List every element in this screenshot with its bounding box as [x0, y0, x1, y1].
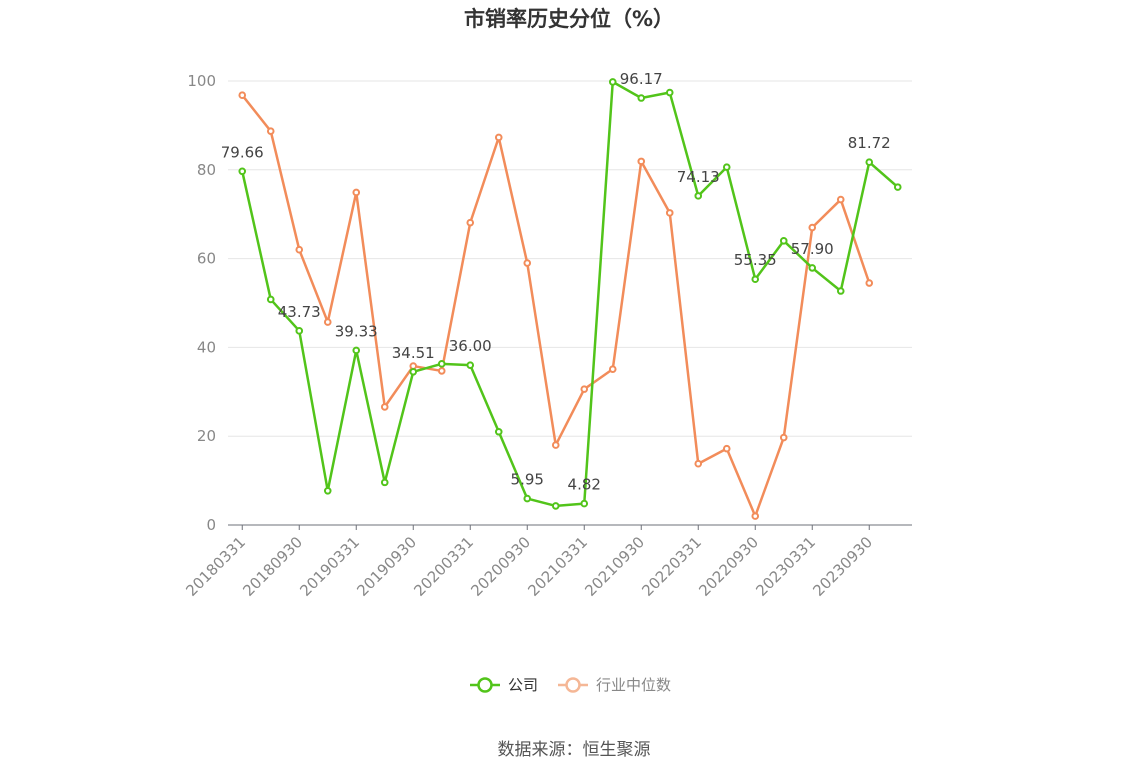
- legend-marker: [477, 677, 493, 693]
- data-point: [637, 94, 646, 102]
- data-label: 96.17: [620, 70, 663, 88]
- data-label: 74.13: [677, 168, 720, 186]
- x-tick-label: 20220930: [695, 533, 762, 600]
- x-tick-label: 20190930: [353, 533, 420, 600]
- x-tick-label: 20210331: [524, 533, 591, 600]
- data-point: [466, 361, 475, 369]
- data-point: [523, 494, 532, 503]
- data-label: 57.90: [791, 240, 834, 258]
- data-label: 34.51: [392, 344, 435, 362]
- data-point: [836, 195, 845, 204]
- data-point: [323, 318, 332, 326]
- data-label: 5.95: [511, 471, 544, 489]
- x-tick-label: 20190331: [296, 533, 363, 600]
- data-point: [580, 385, 589, 393]
- data-point: [779, 433, 788, 442]
- data-point: [637, 157, 646, 166]
- y-tick-label: 80: [197, 161, 216, 179]
- data-point: [779, 237, 788, 245]
- data-point: [665, 88, 674, 97]
- data-point: [323, 487, 332, 495]
- axis-layer: 0 20 40 60 80 100 2018033120180930201903312019…: [182, 72, 912, 600]
- data-point: [352, 188, 361, 197]
- y-tick-label: 20: [197, 427, 216, 445]
- data-point: [437, 367, 446, 375]
- series-line-0: [241, 80, 899, 508]
- data-label: 39.33: [335, 322, 378, 340]
- x-tick-label: 20200930: [467, 533, 534, 600]
- y-tick-label: 100: [187, 72, 216, 90]
- data-point: [865, 158, 874, 166]
- data-label-layer: 79.66 43.73 39.33 34.51 36.00 5.95 4.82 96.17 74…: [221, 70, 891, 494]
- data-point: [836, 287, 845, 295]
- chart-title: 市销率历史分位（%）: [464, 7, 674, 31]
- data-source-note: 数据来源：恒生聚源: [498, 740, 651, 760]
- data-point: [694, 192, 703, 200]
- data-point: [238, 91, 247, 100]
- data-point: [523, 259, 532, 267]
- data-point: [266, 127, 275, 135]
- data-point: [694, 459, 703, 468]
- data-point: [266, 295, 275, 304]
- legend[interactable]: 公司 行业中位数: [470, 676, 671, 694]
- legend-item-0[interactable]: 公司: [470, 676, 538, 694]
- data-point: [295, 327, 304, 335]
- legend-label: 公司: [508, 676, 538, 694]
- y-tick-label: 40: [197, 338, 216, 356]
- data-point: [580, 499, 589, 508]
- data-point: [380, 478, 389, 487]
- x-tick-label: 20180331: [182, 533, 249, 600]
- data-point: [751, 275, 760, 284]
- data-point: [808, 264, 817, 272]
- x-tick-label: 20230930: [809, 533, 876, 600]
- x-tick-label: 20180930: [239, 533, 306, 600]
- data-label: 43.73: [278, 303, 321, 321]
- data-point: [380, 403, 389, 411]
- grid-layer: [228, 80, 912, 437]
- data-point: [665, 209, 674, 217]
- data-point: [437, 360, 446, 368]
- y-tick-label: 0: [206, 516, 216, 534]
- data-point: [494, 133, 503, 142]
- data-label: 36.00: [449, 337, 492, 355]
- data-point: [551, 441, 560, 449]
- data-point: [409, 367, 418, 376]
- x-tick-label: 20220331: [638, 533, 705, 600]
- data-point: [722, 444, 731, 453]
- data-point: [466, 218, 475, 227]
- x-tick-label: 20230331: [752, 533, 819, 600]
- legend-item-1[interactable]: 行业中位数: [558, 676, 671, 694]
- data-point: [608, 365, 617, 373]
- data-label: 55.35: [734, 251, 777, 269]
- x-tick-label: 20200331: [410, 533, 477, 600]
- data-point: [865, 279, 874, 287]
- x-tick-label: 20210930: [581, 533, 648, 600]
- data-label: 81.72: [848, 134, 891, 152]
- data-point: [352, 346, 361, 355]
- y-tick-label: 60: [197, 250, 216, 268]
- legend-label: 行业中位数: [596, 676, 671, 694]
- data-point: [494, 427, 503, 436]
- data-point: [893, 183, 902, 191]
- data-point: [295, 245, 304, 254]
- data-label: 79.66: [221, 143, 264, 161]
- data-point: [808, 223, 817, 232]
- data-label: 4.82: [568, 476, 601, 494]
- data-point: [608, 78, 617, 86]
- data-point: [751, 512, 760, 520]
- data-point: [551, 502, 560, 510]
- legend-marker: [565, 677, 581, 693]
- data-point: [722, 163, 731, 171]
- series-layer: [238, 78, 902, 520]
- data-point: [238, 167, 247, 176]
